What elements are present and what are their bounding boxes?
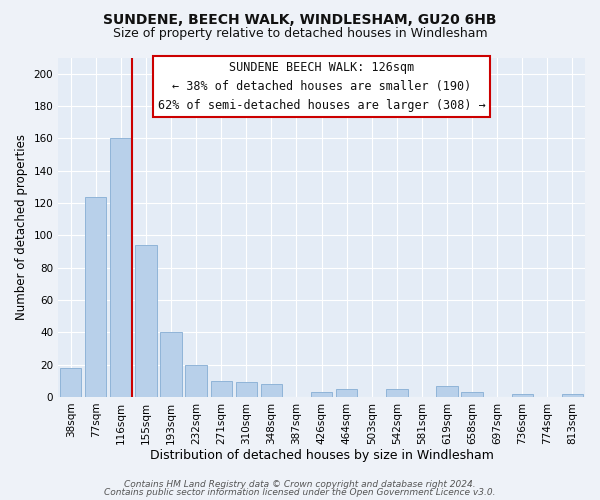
Bar bbox=[185, 364, 207, 397]
X-axis label: Distribution of detached houses by size in Windlesham: Distribution of detached houses by size … bbox=[149, 450, 494, 462]
Text: SUNDENE, BEECH WALK, WINDLESHAM, GU20 6HB: SUNDENE, BEECH WALK, WINDLESHAM, GU20 6H… bbox=[103, 12, 497, 26]
Y-axis label: Number of detached properties: Number of detached properties bbox=[15, 134, 28, 320]
Text: Contains HM Land Registry data © Crown copyright and database right 2024.: Contains HM Land Registry data © Crown c… bbox=[124, 480, 476, 489]
Bar bbox=[562, 394, 583, 397]
Bar bbox=[512, 394, 533, 397]
Bar bbox=[436, 386, 458, 397]
Bar bbox=[85, 196, 106, 397]
Bar bbox=[261, 384, 282, 397]
Text: Size of property relative to detached houses in Windlesham: Size of property relative to detached ho… bbox=[113, 28, 487, 40]
Bar bbox=[336, 389, 358, 397]
Bar bbox=[60, 368, 82, 397]
Bar bbox=[110, 138, 131, 397]
Bar bbox=[160, 332, 182, 397]
Bar bbox=[211, 381, 232, 397]
Bar bbox=[136, 245, 157, 397]
Bar bbox=[311, 392, 332, 397]
Text: Contains public sector information licensed under the Open Government Licence v3: Contains public sector information licen… bbox=[104, 488, 496, 497]
Bar bbox=[236, 382, 257, 397]
Text: SUNDENE BEECH WALK: 126sqm
← 38% of detached houses are smaller (190)
62% of sem: SUNDENE BEECH WALK: 126sqm ← 38% of deta… bbox=[158, 61, 485, 112]
Bar bbox=[386, 389, 407, 397]
Bar bbox=[461, 392, 483, 397]
